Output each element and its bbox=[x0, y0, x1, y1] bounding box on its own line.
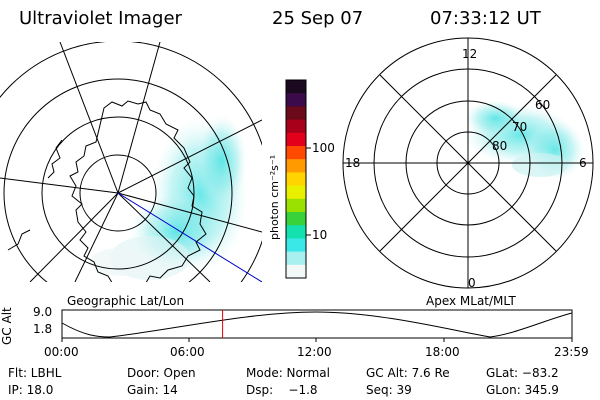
info-glon: GLon: 345.9 bbox=[486, 383, 559, 397]
colorbar-swatches bbox=[286, 80, 306, 279]
geo-meridians bbox=[0, 42, 262, 282]
colorbar-swatch bbox=[286, 146, 306, 160]
mag-aurora-emission bbox=[465, 100, 585, 180]
mlat-label-60: 60 bbox=[535, 98, 551, 112]
altitude-x-tick-2359: 23:59 bbox=[554, 345, 589, 359]
colorbar-swatch bbox=[286, 132, 306, 147]
instrument-title: Ultraviolet Imager bbox=[19, 8, 182, 29]
colorbar-tick-10: 10 bbox=[312, 228, 328, 242]
geo-coastline bbox=[69, 100, 207, 282]
mlat-label-70: 70 bbox=[512, 120, 528, 134]
altitude-x-tick-0000: 00:00 bbox=[44, 345, 79, 359]
altitude-frame bbox=[61, 309, 573, 339]
colorbar-swatch bbox=[286, 212, 306, 226]
info-glat: GLat: −83.2 bbox=[486, 366, 559, 380]
colorbar-swatch bbox=[286, 93, 306, 107]
colorbar-swatch bbox=[286, 185, 306, 200]
mlt-label-0: 0 bbox=[468, 276, 476, 290]
time-label: 07:33:12 UT bbox=[430, 8, 541, 29]
colorbar-swatch bbox=[286, 172, 306, 187]
colorbar-swatch bbox=[286, 264, 306, 279]
geo-peninsula bbox=[47, 139, 63, 179]
colorbar-swatch bbox=[286, 80, 306, 94]
geo-reference-line bbox=[117, 192, 262, 282]
altitude-x-tick-1200: 12:00 bbox=[297, 345, 332, 359]
colorbar-swatch bbox=[286, 119, 306, 134]
mag-panel-label: Apex MLat/MLT bbox=[426, 294, 516, 308]
mlt-label-6: 6 bbox=[579, 156, 587, 170]
altitude-plot bbox=[61, 309, 573, 342]
info-filter: Flt: LBHL bbox=[8, 366, 62, 380]
colorbar-swatch bbox=[286, 198, 306, 213]
altitude-curve bbox=[61, 311, 573, 338]
altitude-x-tick-0600: 06:00 bbox=[170, 345, 205, 359]
info-gain: Gain: 14 bbox=[127, 383, 178, 397]
colorbar-swatch bbox=[286, 251, 306, 266]
info-door: Door: Open bbox=[127, 366, 196, 380]
info-seq: Seq: 39 bbox=[366, 383, 412, 397]
info-gc-alt: GC Alt: 7.6 Re bbox=[366, 366, 450, 380]
colorbar-swatch bbox=[286, 225, 306, 239]
mlt-label-12: 12 bbox=[462, 47, 478, 61]
altitude-x-tick-1800: 18:00 bbox=[425, 345, 460, 359]
info-ip: IP: 18.0 bbox=[8, 383, 54, 397]
colorbar bbox=[285, 79, 311, 279]
altitude-y-label: GC Alt bbox=[0, 307, 14, 345]
colorbar-swatch bbox=[286, 238, 306, 253]
date-label: 25 Sep 07 bbox=[272, 8, 364, 29]
colorbar-tick-100: 100 bbox=[312, 141, 335, 155]
mlt-label-18: 18 bbox=[345, 156, 361, 170]
geographic-map bbox=[0, 42, 262, 282]
colorbar-swatch bbox=[286, 159, 306, 173]
info-dsp: Dsp: −1.8 bbox=[246, 383, 318, 397]
mlat-label-80: 80 bbox=[492, 139, 508, 153]
geo-latitude-circles bbox=[0, 42, 262, 282]
geo-panel-label: Geographic Lat/Lon bbox=[67, 294, 185, 308]
altitude-ticks bbox=[61, 338, 573, 342]
altitude-y-tick-9: 9.0 bbox=[33, 305, 53, 319]
colorbar-unit-label: photon cm⁻²s⁻¹ bbox=[268, 154, 281, 240]
colorbar-swatch bbox=[286, 106, 306, 121]
altitude-y-tick-1.8: 1.8 bbox=[33, 322, 53, 336]
mag-mlt-lines bbox=[343, 38, 593, 288]
geo-island-coast bbox=[7, 229, 31, 251]
info-mode: Mode: Normal bbox=[246, 366, 330, 380]
magnetic-polar-plot bbox=[342, 37, 594, 289]
